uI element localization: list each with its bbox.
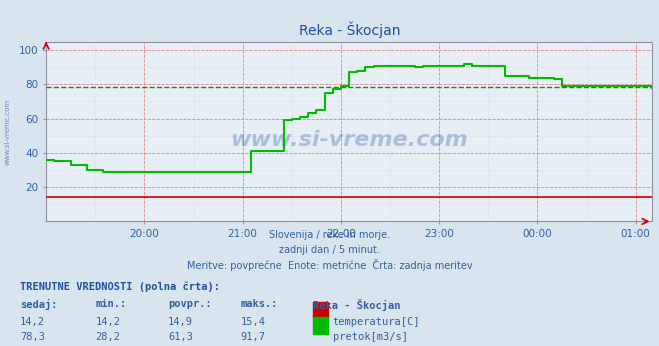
Text: 78,3: 78,3 — [20, 332, 45, 342]
Text: 15,4: 15,4 — [241, 317, 266, 327]
Text: temperatura[C]: temperatura[C] — [333, 317, 420, 327]
Text: Meritve: povprečne  Enote: metrične  Črta: zadnja meritev: Meritve: povprečne Enote: metrične Črta:… — [186, 259, 473, 271]
Text: pretok[m3/s]: pretok[m3/s] — [333, 332, 408, 342]
Text: povpr.:: povpr.: — [168, 299, 212, 309]
Text: www.si-vreme.com: www.si-vreme.com — [5, 98, 11, 165]
Text: Reka - Škocjan: Reka - Škocjan — [313, 299, 401, 311]
Text: www.si-vreme.com: www.si-vreme.com — [231, 130, 468, 151]
Text: 14,2: 14,2 — [96, 317, 121, 327]
Text: 14,2: 14,2 — [20, 317, 45, 327]
Text: sedaj:: sedaj: — [20, 299, 57, 310]
Text: TRENUTNE VREDNOSTI (polna črta):: TRENUTNE VREDNOSTI (polna črta): — [20, 282, 219, 292]
Text: 61,3: 61,3 — [168, 332, 193, 342]
Text: 28,2: 28,2 — [96, 332, 121, 342]
Text: min.:: min.: — [96, 299, 127, 309]
Text: 91,7: 91,7 — [241, 332, 266, 342]
Text: zadnji dan / 5 minut.: zadnji dan / 5 minut. — [279, 245, 380, 255]
Text: 14,9: 14,9 — [168, 317, 193, 327]
Text: maks.:: maks.: — [241, 299, 278, 309]
Title: Reka - Škocjan: Reka - Škocjan — [299, 21, 400, 38]
Text: Slovenija / reke in morje.: Slovenija / reke in morje. — [269, 230, 390, 240]
